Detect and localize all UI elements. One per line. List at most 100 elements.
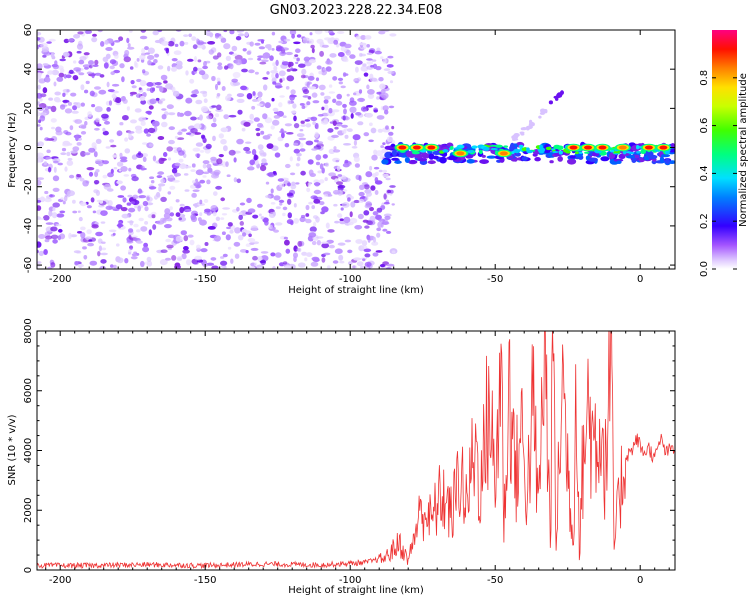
noise-speckle	[311, 256, 320, 261]
noise-speckle	[334, 220, 340, 224]
snr-panel: -200 -150 -100 -50 0 0 2000 4000 6000 8000 Heigh…	[7, 318, 676, 596]
noise-speckle	[47, 266, 53, 269]
noise-speckle	[37, 205, 42, 211]
noise-speckle	[355, 66, 359, 73]
noise-speckle	[130, 119, 137, 124]
noise-speckle	[336, 181, 343, 186]
noise-speckle	[391, 250, 396, 254]
noise-speckle	[260, 165, 267, 172]
noise-speckle	[149, 98, 157, 105]
noise-speckle	[136, 152, 144, 158]
noise-speckle	[360, 35, 367, 40]
noise-speckle	[80, 232, 86, 239]
noise-speckle	[180, 230, 187, 236]
noise-speckle	[139, 54, 146, 60]
noise-speckle	[293, 115, 297, 122]
noise-speckle	[229, 30, 235, 35]
noise-speckle	[64, 166, 68, 172]
noise-speckle	[365, 171, 373, 178]
noise-speckle	[55, 223, 62, 227]
noise-speckle	[115, 204, 123, 210]
noise-speckle	[102, 127, 106, 132]
noise-speckle	[48, 210, 53, 217]
signal-band-blob	[409, 160, 418, 164]
noise-speckle	[197, 59, 202, 63]
noise-speckle	[140, 165, 145, 171]
noise-speckle	[168, 139, 175, 145]
noise-speckle	[206, 163, 212, 169]
spectrogram-x-axis: -200 -150 -100 -50 0	[45, 30, 670, 285]
noise-speckle	[258, 46, 266, 50]
noise-speckle	[342, 163, 350, 168]
noise-speckle	[178, 150, 185, 156]
noise-speckle	[120, 207, 128, 212]
noise-speckle	[82, 246, 87, 250]
noise-speckle	[376, 96, 380, 100]
y-tick-label: 6000	[23, 378, 34, 403]
noise-speckle	[126, 37, 130, 44]
noise-speckle	[220, 197, 225, 202]
noise-speckle	[278, 40, 284, 44]
colorbar-gradient	[712, 30, 737, 269]
noise-speckle	[37, 124, 41, 127]
noise-speckle	[206, 262, 215, 266]
noise-speckle	[88, 60, 94, 66]
noise-speckle	[65, 74, 72, 79]
noise-speckle	[249, 159, 255, 166]
noise-speckle	[129, 220, 134, 226]
noise-speckle	[203, 60, 207, 68]
noise-speckle	[279, 78, 283, 83]
noise-speckle	[307, 159, 314, 165]
noise-speckle	[97, 30, 103, 33]
noise-speckle	[173, 172, 181, 177]
noise-speckle	[299, 103, 305, 106]
noise-speckle	[149, 176, 155, 179]
noise-speckle	[37, 37, 41, 41]
noise-speckle	[333, 203, 338, 207]
noise-speckle	[256, 103, 264, 107]
noise-speckle	[323, 95, 331, 100]
noise-speckle	[158, 157, 165, 164]
signal-band-blob	[521, 156, 528, 161]
noise-speckle	[152, 30, 159, 36]
noise-speckle	[92, 33, 97, 37]
hot-spot	[618, 145, 627, 150]
noise-speckle	[193, 262, 199, 265]
noise-speckle	[173, 50, 182, 55]
streak-blob	[513, 134, 519, 137]
noise-speckle	[252, 214, 259, 219]
noise-speckle	[335, 100, 343, 106]
noise-speckle	[220, 127, 229, 133]
noise-speckle	[286, 75, 295, 82]
noise-speckle	[88, 171, 94, 177]
noise-speckle	[82, 64, 91, 68]
noise-speckle	[72, 146, 80, 152]
noise-speckle	[142, 200, 149, 207]
noise-speckle	[86, 71, 93, 75]
noise-speckle	[80, 131, 87, 135]
noise-speckle	[341, 129, 347, 134]
noise-speckle	[337, 213, 343, 218]
noise-speckle	[373, 166, 380, 170]
noise-speckle	[285, 248, 291, 254]
noise-speckle	[134, 204, 138, 209]
noise-speckle	[122, 197, 127, 203]
noise-speckle	[337, 52, 345, 57]
noise-speckle	[74, 261, 79, 266]
noise-speckle	[86, 229, 92, 235]
noise-speckle	[127, 131, 135, 134]
hot-spot	[644, 145, 653, 150]
noise-speckle	[370, 64, 375, 68]
noise-speckle	[94, 72, 102, 76]
noise-speckle	[267, 44, 272, 51]
noise-speckle	[228, 114, 237, 118]
noise-speckle	[181, 164, 187, 167]
noise-speckle	[52, 202, 60, 208]
noise-speckle	[366, 220, 373, 225]
noise-speckle	[60, 152, 67, 156]
noise-speckle	[149, 87, 155, 93]
noise-speckle	[105, 47, 113, 51]
noise-speckle	[290, 67, 294, 71]
noise-speckle	[152, 224, 157, 230]
noise-speckle	[275, 206, 281, 210]
